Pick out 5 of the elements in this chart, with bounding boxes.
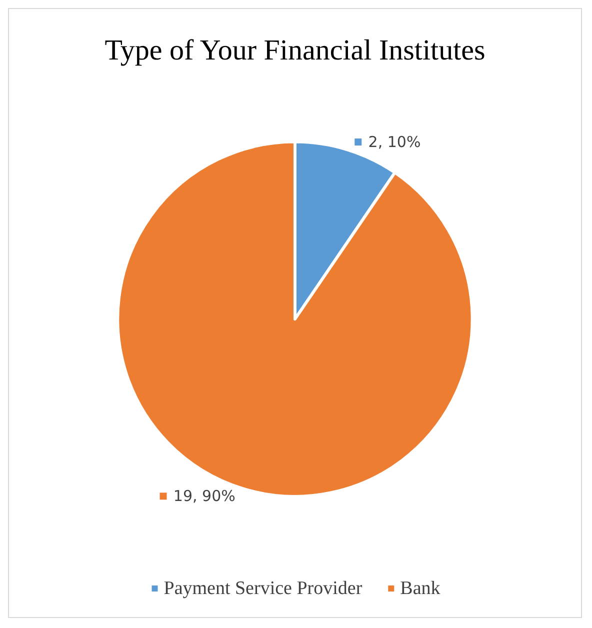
data-label: 19, 90% bbox=[173, 487, 236, 506]
chart-title: Type of Your Financial Institutes bbox=[104, 34, 486, 66]
legend-label: Bank bbox=[400, 578, 441, 599]
legend-label: Payment Service Provider bbox=[164, 578, 363, 599]
data-label: 2, 10% bbox=[368, 132, 421, 151]
